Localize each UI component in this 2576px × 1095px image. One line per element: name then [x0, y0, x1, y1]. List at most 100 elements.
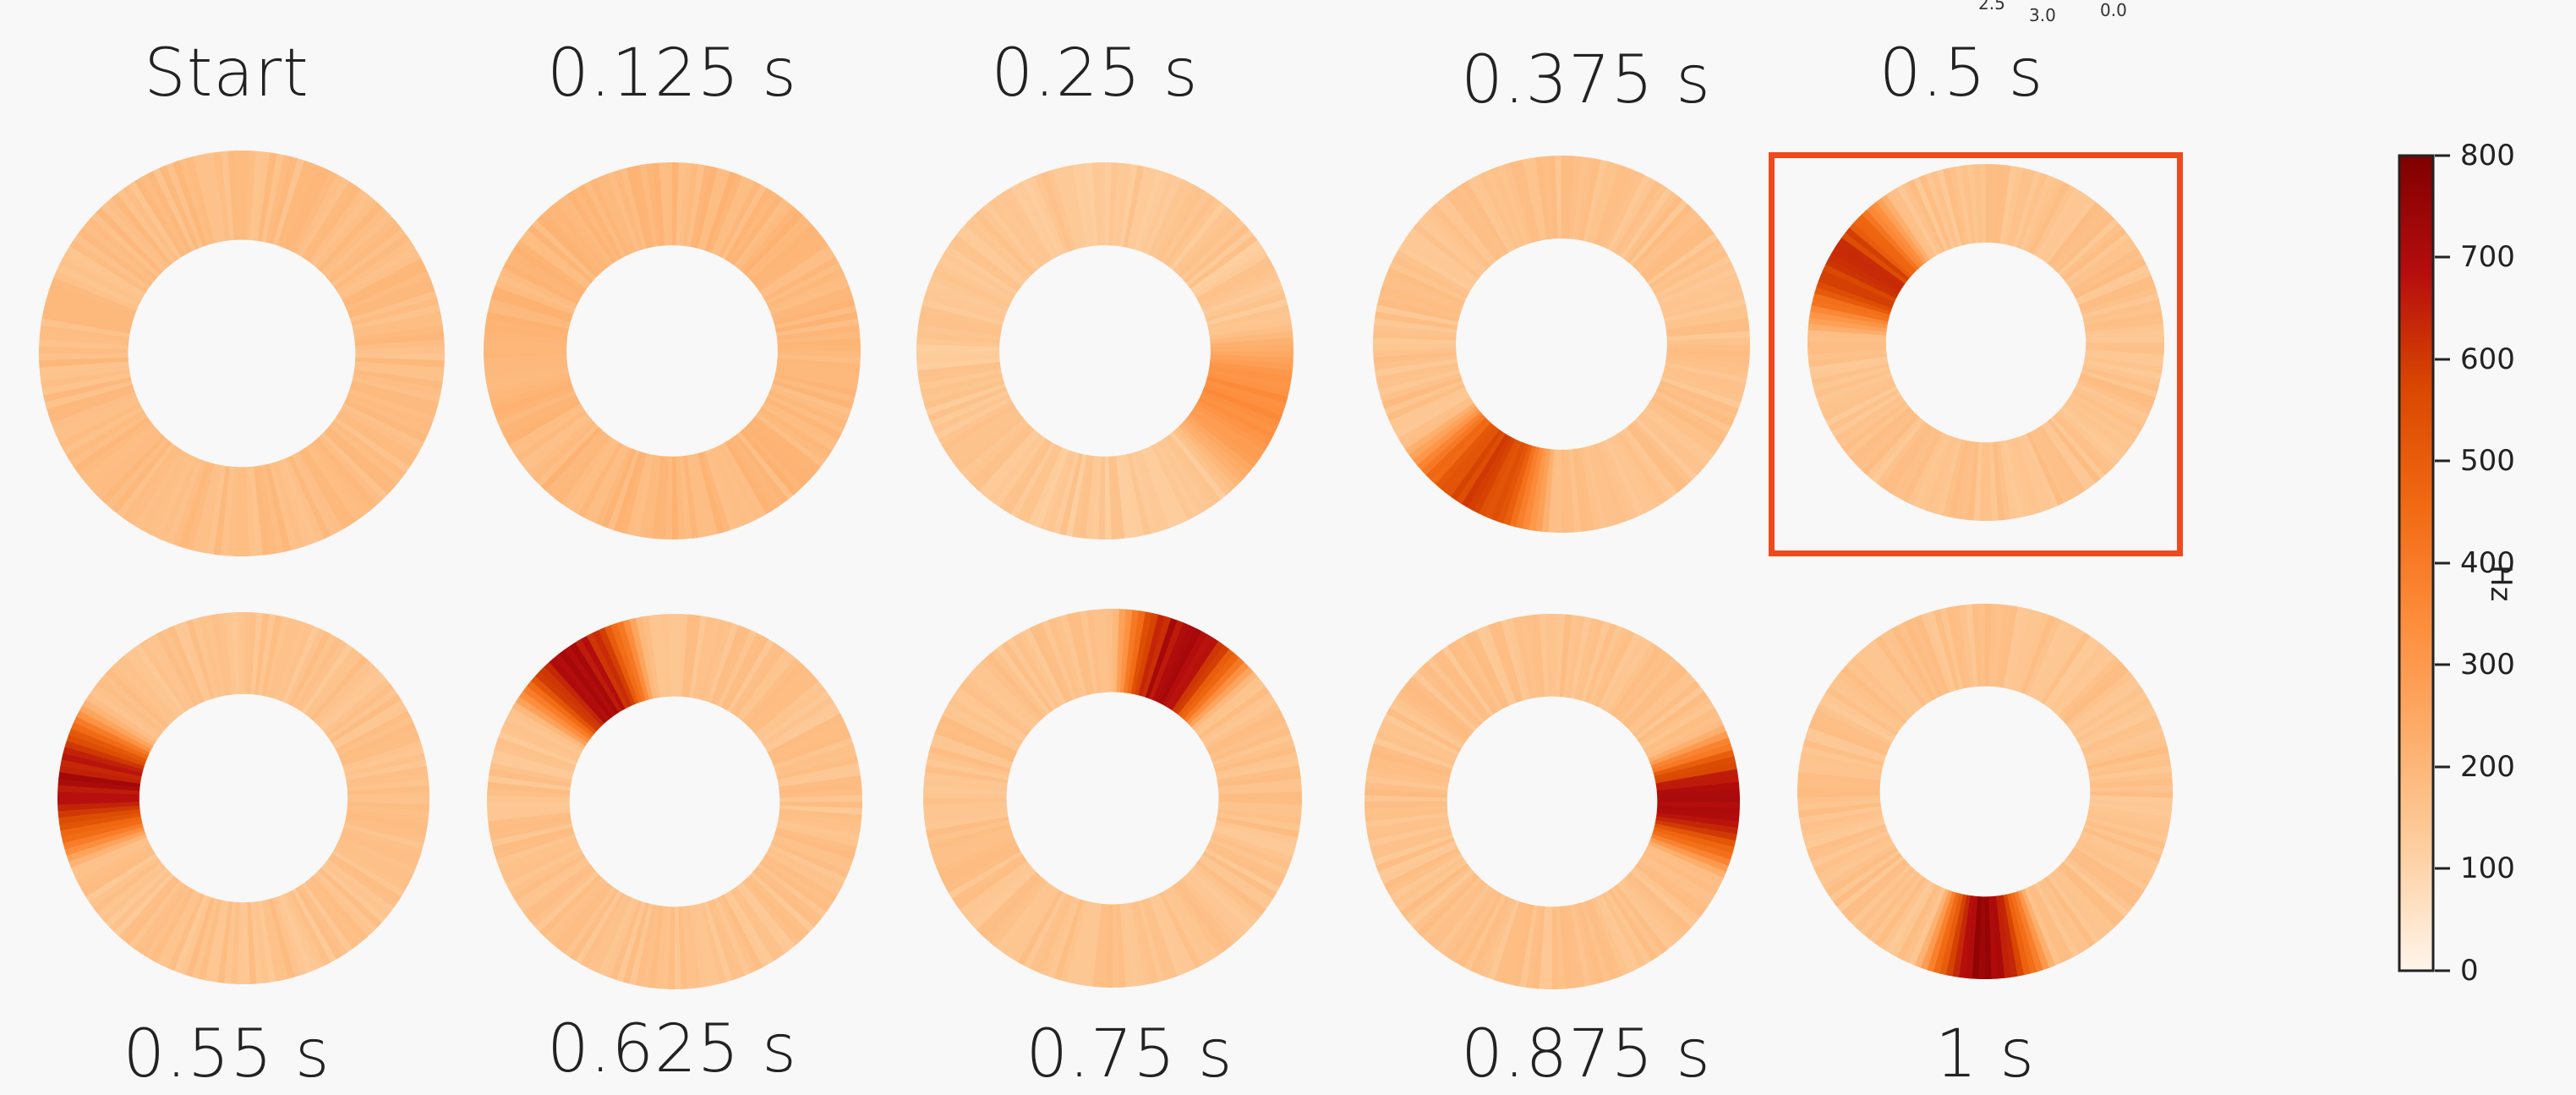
ring-segment [1073, 611, 1095, 695]
ring-segment [969, 215, 1032, 278]
ring-segment [952, 234, 1022, 289]
ring-segment [1206, 844, 1283, 888]
ring-segment [1380, 373, 1462, 402]
ring-segment [693, 166, 719, 249]
ring-segment [927, 279, 1008, 315]
ring-segment [2089, 798, 2173, 812]
ring-segment [2065, 233, 2131, 284]
ring-segment [178, 461, 211, 549]
ring-segment [41, 372, 131, 396]
ring-segment [742, 211, 804, 276]
ring-segment [1986, 164, 1993, 243]
ring-segment [769, 386, 850, 423]
ring-segment [1169, 202, 1227, 271]
ring-segment [976, 661, 1040, 725]
ring-segment [1802, 816, 1884, 844]
ring-segment [2013, 437, 2042, 514]
ring-segment [1532, 906, 1545, 989]
ring-segment [1373, 736, 1454, 769]
ring-segment [550, 431, 608, 500]
ring-segment [757, 239, 829, 293]
ring-segment [1591, 627, 1629, 706]
ring-segment [250, 901, 263, 984]
ring-segment [600, 448, 637, 528]
ring-segment [1206, 298, 1288, 326]
ring-segment [725, 187, 773, 262]
ring-segment [1958, 895, 1975, 978]
ring-segment [1058, 453, 1084, 536]
ring-segment [2026, 179, 2065, 253]
ring-segment [1999, 605, 2019, 688]
ring-segment [490, 380, 572, 409]
ring-segment [2070, 248, 2141, 293]
ring-segment [1193, 863, 1262, 921]
ring-segment [58, 771, 141, 788]
ring-segment [1035, 622, 1074, 702]
ring-segment [1808, 827, 1888, 862]
ring-segment [1127, 610, 1146, 694]
ring-segment [775, 749, 857, 777]
ring-segment [325, 683, 395, 737]
ring-segment [1421, 212, 1486, 274]
ring-segment [69, 239, 148, 293]
ring-panel-0-75s [923, 609, 1302, 988]
ring-segment [311, 193, 373, 267]
ring-segment [1649, 400, 1722, 451]
ring-segment [963, 676, 1032, 733]
ring-segment [1913, 177, 1950, 252]
colorbar-gradient [2398, 154, 2435, 972]
ring-segment [1965, 895, 1978, 979]
ring-segment [652, 162, 665, 246]
ring-segment [1396, 860, 1468, 912]
ring-segment [998, 438, 1049, 512]
ring-segment [555, 198, 610, 268]
ring-segment [1809, 310, 1888, 329]
ring-segment [1840, 401, 1907, 452]
ring-segment [311, 440, 373, 514]
ring-segment [2077, 703, 2154, 746]
ring-segment [1605, 638, 1653, 713]
ring-segment [1890, 427, 1936, 497]
ring-segment [1565, 156, 1576, 239]
ring-segment [1200, 692, 1274, 742]
ring-segment [598, 627, 636, 706]
ring-segment [1660, 376, 1742, 409]
ring-segment [527, 680, 594, 737]
ring-segment [302, 181, 356, 260]
ring-segment [158, 457, 200, 542]
ring-segment [1874, 635, 1927, 707]
ring-segment [959, 860, 1030, 915]
ring-segment [1194, 403, 1269, 452]
ring-segment [1502, 444, 1533, 526]
ring-segment [1455, 431, 1506, 505]
ring-segment [109, 870, 172, 933]
ring-segment [1811, 363, 1890, 386]
ring-segment [1654, 756, 1736, 780]
ring-segment [645, 455, 661, 539]
ring-segment [642, 616, 661, 698]
ring-segment [488, 775, 571, 791]
ring-segment [919, 311, 1002, 333]
ring-segment [497, 390, 576, 428]
ring-segment [767, 393, 845, 435]
ring-segment [492, 749, 574, 776]
ring-segment [523, 229, 592, 287]
ring-segment [317, 435, 383, 505]
ring-segment [1600, 441, 1638, 519]
ring-segment [1021, 446, 1063, 523]
corner-tick: 2.5 [1978, 0, 2005, 14]
ring-segment [1190, 866, 1258, 926]
ring-segment [690, 165, 712, 248]
ring-segment [2020, 174, 2054, 250]
ring-segment [1576, 157, 1595, 241]
ring-segment [967, 671, 1035, 731]
ring-segment [1808, 329, 1887, 339]
ring-segment [152, 167, 196, 252]
ring-segment [976, 871, 1039, 935]
ring-segment [111, 440, 172, 514]
ring-segment [779, 808, 862, 822]
ring-segment [1999, 895, 2018, 977]
ring-segment [933, 267, 1010, 309]
ring-segment [1665, 317, 1749, 334]
ring-segment [1367, 762, 1450, 784]
